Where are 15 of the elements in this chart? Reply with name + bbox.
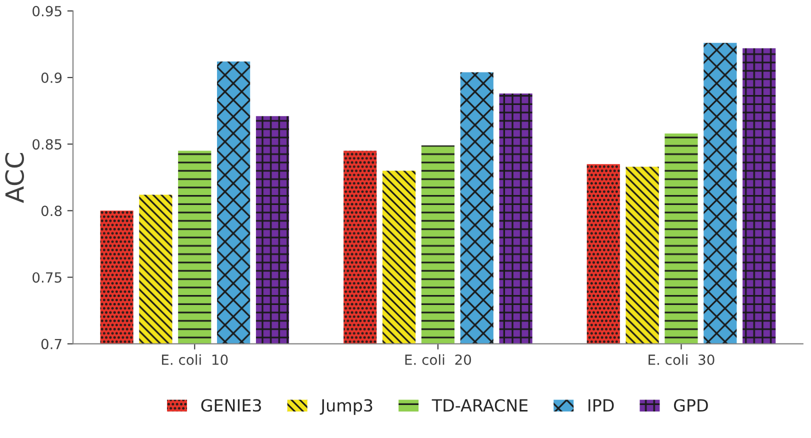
y-tick-label: 0.95 [32, 6, 62, 16]
y-tick-label: 0.9 [41, 72, 62, 83]
legend-label: TD-ARACNE [432, 399, 528, 412]
legend-label: GENIE3 [201, 399, 261, 412]
y-tick-label: 0.75 [32, 272, 62, 283]
y-tick-label: 0.85 [32, 139, 62, 150]
legend-label: GPD [674, 399, 708, 412]
x-tick-label: E. coli 30 [648, 354, 714, 365]
y-axis-title: ACC [5, 152, 24, 203]
y-tick-label: 0.8 [41, 206, 62, 216]
legend-label: IPD [588, 399, 614, 412]
x-tick-label: E. coli 20 [405, 354, 471, 365]
x-tick-label: E. coli 10 [162, 354, 228, 365]
y-tick-label: 0.7 [41, 338, 62, 350]
legend-label: Jump3 [320, 399, 372, 415]
